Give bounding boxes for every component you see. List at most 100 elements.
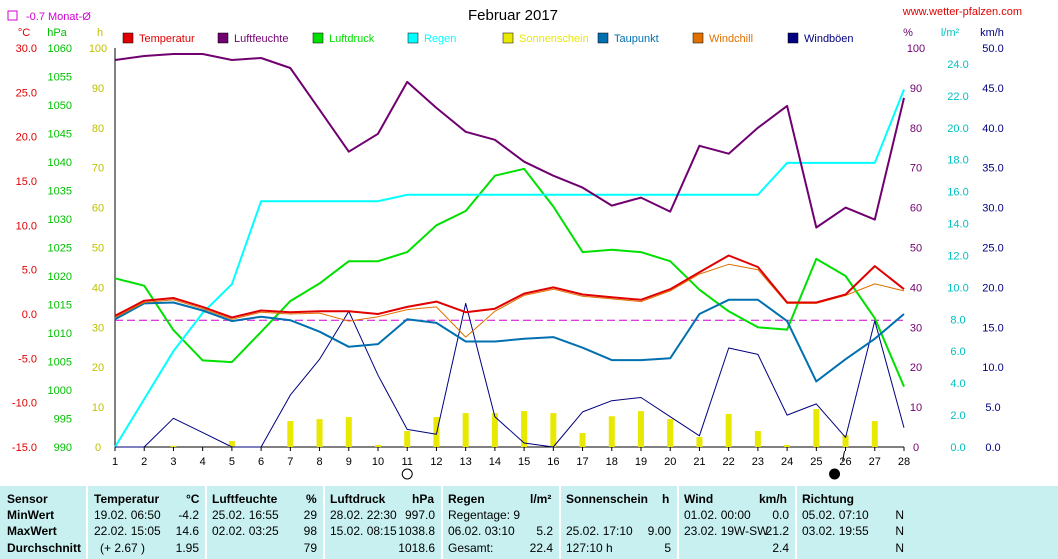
monthly-average-note: -0.7 Monat-Ø bbox=[26, 11, 91, 23]
x-tick-label: 4 bbox=[200, 456, 206, 468]
humidity-tick-label: 30 bbox=[910, 322, 922, 334]
header-temperature-unit: °C bbox=[186, 492, 200, 506]
min-wind-value: 0.0 bbox=[772, 508, 789, 522]
sunshine-tick-label: 60 bbox=[92, 203, 104, 215]
statistics-table: Sensor Temperatur °C Luftfeuchte % Luftd… bbox=[0, 486, 1058, 559]
wind-tick-label: 40.0 bbox=[982, 123, 1003, 135]
sunshine-unit-label: h bbox=[97, 27, 103, 39]
header-pressure: Luftdruck bbox=[330, 492, 386, 506]
rain-tick-label: 20.0 bbox=[947, 123, 968, 135]
header-temperature: Temperatur bbox=[94, 492, 160, 506]
wind-tick-label: 0.0 bbox=[985, 442, 1000, 454]
sunshine-bar bbox=[462, 413, 469, 447]
temp-tick-label: 10.0 bbox=[16, 220, 37, 232]
series-line-windböen bbox=[115, 302, 905, 448]
sunshine-bar bbox=[579, 433, 586, 447]
x-tick-label: 7 bbox=[287, 456, 293, 468]
x-tick-label: 24 bbox=[781, 456, 793, 468]
humidity-tick-label: 20 bbox=[910, 362, 922, 374]
sunshine-tick-label: 80 bbox=[92, 123, 104, 135]
temp-tick-label: -5.0 bbox=[18, 353, 37, 365]
series-line-windchill bbox=[114, 263, 905, 338]
series-line-taupunkt bbox=[114, 298, 905, 383]
max-wind-value: 21.2 bbox=[765, 524, 789, 538]
max-temp-time: 22.02. 15:05 bbox=[94, 524, 161, 538]
pressure-tick-label: 995 bbox=[54, 414, 72, 426]
legend-swatch bbox=[122, 32, 134, 44]
rain-tick-label: 22.0 bbox=[947, 91, 968, 103]
humidity-tick-label: 80 bbox=[910, 123, 922, 135]
x-tick-label: 27 bbox=[869, 456, 881, 468]
x-tick-label: 25 bbox=[810, 456, 822, 468]
new-moon-marker bbox=[842, 450, 846, 462]
legend: Temperatur Luftfeuchte Luftdruck Regen Sonne… bbox=[122, 32, 854, 45]
column-divider bbox=[323, 486, 325, 559]
rain-days: Regentage: 9 bbox=[448, 508, 521, 522]
header-rain-unit: l/m² bbox=[530, 492, 552, 506]
rain-tick-label: 12.0 bbox=[947, 250, 968, 262]
legend-swatch bbox=[502, 32, 514, 44]
x-tick-label: 8 bbox=[316, 456, 322, 468]
legend-label: Luftdruck bbox=[329, 33, 375, 45]
rain-total-value: 22.4 bbox=[529, 541, 553, 555]
sunshine-bar bbox=[521, 411, 528, 447]
max-rain-value: 5.2 bbox=[536, 524, 553, 538]
wind-tick-label: 10.0 bbox=[982, 362, 1003, 374]
pressure-tick-label: 1005 bbox=[48, 357, 72, 369]
wind-tick-label: 15.0 bbox=[982, 322, 1003, 334]
rain-unit-label: l/m² bbox=[941, 27, 960, 39]
header-sunshine: Sonnenschein bbox=[566, 492, 649, 506]
sunshine-bar bbox=[375, 445, 381, 447]
avg-press-value: 1018.6 bbox=[398, 541, 435, 555]
humidity-tick-label: 60 bbox=[910, 203, 922, 215]
max-dir-time: 03.02. 19:55 bbox=[802, 524, 869, 538]
x-tick-label: 3 bbox=[170, 456, 176, 468]
wind-tick-label: 35.0 bbox=[982, 163, 1003, 175]
sunshine-bar bbox=[608, 416, 615, 447]
avg-temp-value: 1.95 bbox=[175, 541, 199, 555]
min-dir-value: N bbox=[895, 508, 904, 522]
sunshine-bar bbox=[784, 445, 791, 447]
x-tick-label: 23 bbox=[752, 456, 764, 468]
temp-tick-label: 15.0 bbox=[16, 176, 37, 188]
average-marker-icon bbox=[7, 10, 18, 21]
max-sun-time: 25.02. 17:10 bbox=[566, 524, 633, 538]
sunshine-bar bbox=[550, 413, 557, 447]
column-divider bbox=[205, 486, 207, 559]
min-hum-value: 29 bbox=[303, 508, 317, 522]
wind-unit-label: km/h bbox=[980, 27, 1004, 39]
humidity-tick-label: 10 bbox=[910, 402, 922, 414]
sunshine-bar bbox=[871, 421, 878, 447]
avg-dir-value: N bbox=[895, 541, 904, 555]
avg-temp-deviation: (+ 2.67 ) bbox=[100, 541, 146, 555]
wind-tick-label: 5.0 bbox=[985, 402, 1000, 414]
legend-label: Temperatur bbox=[139, 33, 195, 45]
pressure-tick-label: 1020 bbox=[48, 271, 72, 283]
chart-title: Februar 2017 bbox=[468, 7, 558, 24]
x-tick-label: 28 bbox=[898, 456, 910, 468]
sunshine-bar bbox=[316, 419, 323, 447]
sunshine-tick-label: 10 bbox=[92, 402, 104, 414]
website-link[interactable]: www.wetter-pfalzen.com bbox=[902, 6, 1022, 18]
temp-unit-label: °C bbox=[18, 27, 30, 39]
humidity-tick-label: 90 bbox=[910, 83, 922, 95]
x-tick-label: 15 bbox=[518, 456, 530, 468]
x-tick-label: 22 bbox=[723, 456, 735, 468]
rain-tick-label: 0.0 bbox=[950, 442, 965, 454]
sunshine-bar bbox=[287, 421, 294, 447]
max-press-time: 15.02. 08:15 bbox=[330, 524, 397, 538]
pressure-tick-label: 990 bbox=[54, 442, 72, 454]
pressure-tick-label: 1000 bbox=[48, 385, 72, 397]
rain-tick-label: 14.0 bbox=[947, 219, 968, 231]
x-tick-label: 17 bbox=[576, 456, 588, 468]
sunshine-bar bbox=[754, 431, 761, 447]
row-label-min: MinWert bbox=[7, 508, 55, 522]
avg-sun-value: 5 bbox=[664, 541, 671, 555]
temp-tick-label: 30.0 bbox=[16, 43, 37, 55]
sunshine-bar bbox=[228, 441, 235, 447]
pressure-tick-label: 1025 bbox=[48, 243, 72, 255]
max-wind-time: 23.02. 19W-SW bbox=[684, 524, 769, 538]
humidity-tick-label: 70 bbox=[910, 163, 922, 175]
sunshine-bar bbox=[696, 437, 703, 447]
sunshine-bar bbox=[638, 411, 644, 447]
